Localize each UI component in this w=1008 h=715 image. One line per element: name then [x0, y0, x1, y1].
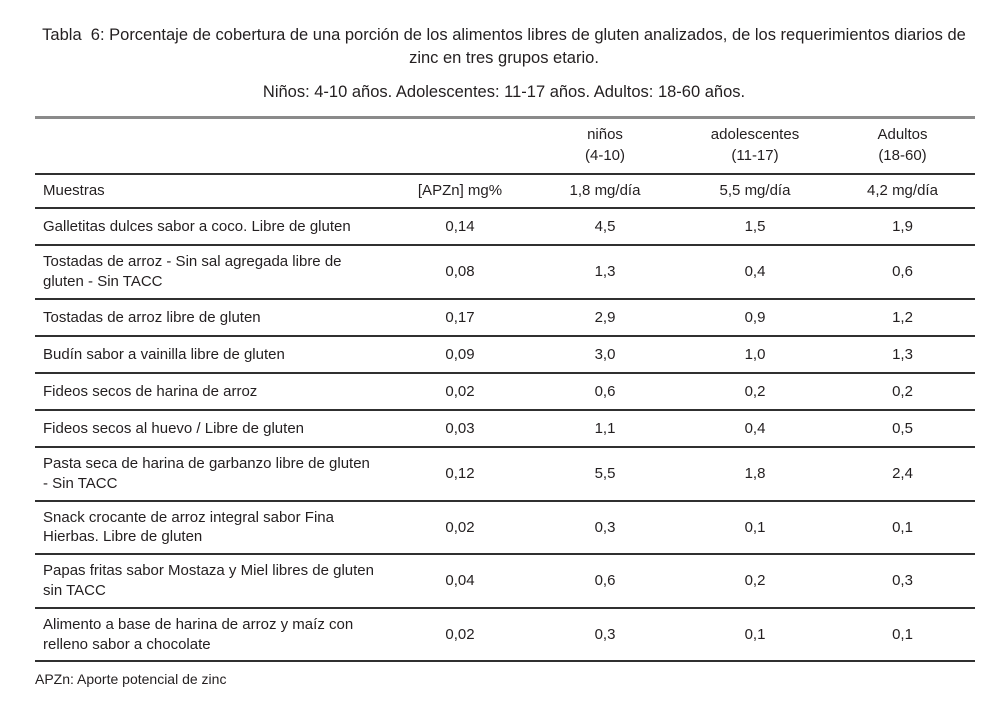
- group-header-ninos: niños (4-10): [530, 117, 680, 176]
- cell-muestra: Fideos secos de harina de arroz: [35, 373, 390, 412]
- table-row: Snack crocante de arroz integral sabor F…: [35, 500, 975, 556]
- table-row: Budín sabor a vainilla libre de gluten 0…: [35, 336, 975, 375]
- cell-muestra: Fideos secos al huevo / Libre de gluten: [35, 410, 390, 449]
- table-row: Galletitas dulces sabor a coco. Libre de…: [35, 208, 975, 247]
- cell-adolescentes: 0,2: [680, 554, 830, 609]
- cell-apzn: 0,04: [390, 554, 530, 609]
- cell-apzn: 0,02: [390, 500, 530, 556]
- group-label: niños: [587, 125, 623, 143]
- cell-adolescentes: 1,5: [680, 208, 830, 247]
- column-header-apzn: [APZn] mg%: [390, 174, 530, 210]
- cell-adultos: 1,2: [830, 299, 975, 338]
- table-row: Tostadas de arroz - Sin sal agregada lib…: [35, 245, 975, 301]
- cell-apzn: 0,08: [390, 245, 530, 301]
- cell-adolescentes: 0,1: [680, 607, 830, 663]
- cell-apzn: 0,03: [390, 410, 530, 449]
- table-row: Fideos secos de harina de arroz 0,02 0,6…: [35, 373, 975, 412]
- column-header-muestras: Muestras: [35, 174, 390, 210]
- group-label: Adultos: [877, 125, 928, 143]
- column-header-row: Muestras [APZn] mg% 1,8 mg/día 5,5 mg/dí…: [35, 174, 975, 210]
- cell-ninos: 2,9: [530, 299, 680, 338]
- cell-adolescentes: 0,4: [680, 245, 830, 301]
- cell-ninos: 1,3: [530, 245, 680, 301]
- table-row: Alimento a base de harina de arroz y maí…: [35, 607, 975, 663]
- cell-muestra: Galletitas dulces sabor a coco. Libre de…: [35, 208, 390, 247]
- table-head: niños (4-10) adolescentes (11-17) Adulto…: [35, 117, 975, 210]
- cell-adolescentes: 1,0: [680, 336, 830, 375]
- table-row: Fideos secos al huevo / Libre de gluten …: [35, 410, 975, 449]
- cell-muestra: Papas fritas sabor Mostaza y Miel libres…: [35, 554, 390, 609]
- cell-adultos: 0,2: [830, 373, 975, 412]
- cell-apzn: 0,02: [390, 373, 530, 412]
- table-row: Tostadas de arroz libre de gluten 0,17 2…: [35, 299, 975, 338]
- table-row: Papas fritas sabor Mostaza y Miel libres…: [35, 554, 975, 609]
- table-caption-subtitle: Niños: 4-10 años. Adolescentes: 11-17 añ…: [262, 82, 746, 101]
- table-row: Pasta seca de harina de garbanzo libre d…: [35, 447, 975, 502]
- zinc-coverage-table: niños (4-10) adolescentes (11-17) Adulto…: [35, 115, 975, 663]
- cell-ninos: 3,0: [530, 336, 680, 375]
- column-header-adultos-requirement: 4,2 mg/día: [830, 174, 975, 210]
- cell-apzn: 0,12: [390, 447, 530, 502]
- cell-adultos: 2,4: [830, 447, 975, 502]
- cell-muestra: Tostadas de arroz libre de gluten: [35, 299, 390, 338]
- group-label: adolescentes: [710, 125, 800, 143]
- cell-ninos: 5,5: [530, 447, 680, 502]
- table-body: Galletitas dulces sabor a coco. Libre de…: [35, 208, 975, 663]
- cell-adultos: 1,9: [830, 208, 975, 247]
- cell-adultos: 1,3: [830, 336, 975, 375]
- cell-adolescentes: 0,4: [680, 410, 830, 449]
- cell-adultos: 0,3: [830, 554, 975, 609]
- cell-muestra: Snack crocante de arroz integral sabor F…: [35, 500, 390, 556]
- cell-ninos: 1,1: [530, 410, 680, 449]
- cell-ninos: 4,5: [530, 208, 680, 247]
- group-header-adolescentes: adolescentes (11-17): [680, 117, 830, 176]
- column-header-adolescentes-requirement: 5,5 mg/día: [680, 174, 830, 210]
- cell-adultos: 0,1: [830, 607, 975, 663]
- cell-muestra: Alimento a base de harina de arroz y maí…: [35, 607, 390, 663]
- group-header-empty-muestras: [35, 117, 390, 176]
- cell-ninos: 0,6: [530, 554, 680, 609]
- group-age-range: (4-10): [584, 147, 625, 165]
- cell-muestra: Budín sabor a vainilla libre de gluten: [35, 336, 390, 375]
- group-header-empty-apzn: [390, 117, 530, 176]
- table-footnote: APZn: Aporte potencial de zinc: [35, 671, 227, 688]
- cell-adolescentes: 0,9: [680, 299, 830, 338]
- cell-apzn: 0,14: [390, 208, 530, 247]
- table-caption-title: Tabla 6: Porcentaje de cobertura de una …: [42, 26, 971, 68]
- group-header-row: niños (4-10) adolescentes (11-17) Adulto…: [35, 117, 975, 176]
- cell-adultos: 0,6: [830, 245, 975, 301]
- cell-apzn: 0,02: [390, 607, 530, 663]
- group-header-adultos: Adultos (18-60): [830, 117, 975, 176]
- cell-adultos: 0,5: [830, 410, 975, 449]
- cell-apzn: 0,09: [390, 336, 530, 375]
- cell-adolescentes: 1,8: [680, 447, 830, 502]
- cell-muestra: Pasta seca de harina de garbanzo libre d…: [35, 447, 390, 502]
- group-age-range: (18-60): [878, 147, 927, 165]
- cell-ninos: 0,3: [530, 607, 680, 663]
- cell-adolescentes: 0,1: [680, 500, 830, 556]
- cell-muestra: Tostadas de arroz - Sin sal agregada lib…: [35, 245, 390, 301]
- cell-adolescentes: 0,2: [680, 373, 830, 412]
- cell-ninos: 0,3: [530, 500, 680, 556]
- cell-ninos: 0,6: [530, 373, 680, 412]
- cell-apzn: 0,17: [390, 299, 530, 338]
- column-header-ninos-requirement: 1,8 mg/día: [530, 174, 680, 210]
- group-age-range: (11-17): [731, 147, 779, 165]
- cell-adultos: 0,1: [830, 500, 975, 556]
